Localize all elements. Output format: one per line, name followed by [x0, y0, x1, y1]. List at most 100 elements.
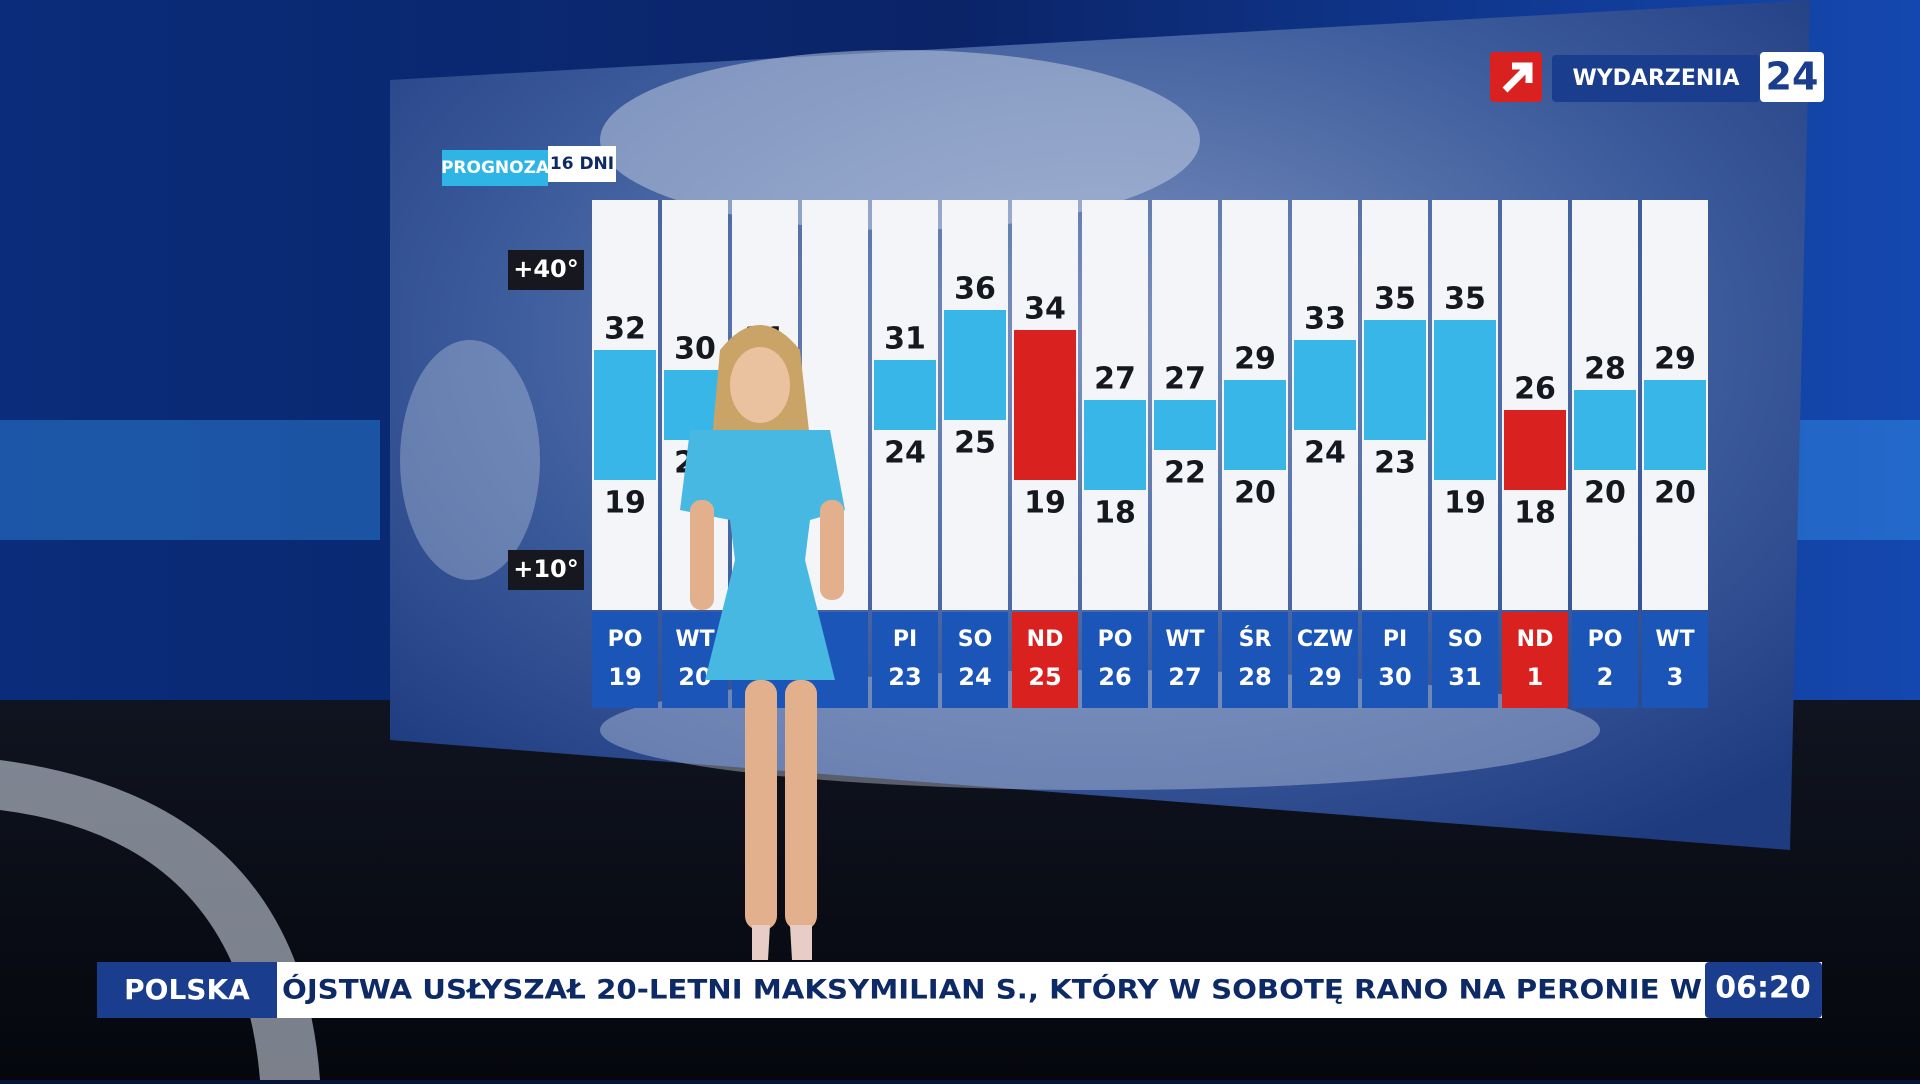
ticker-bar [97, 962, 1822, 1018]
y-tick-label: +40° [513, 255, 579, 283]
low-label: 18 [1094, 496, 1136, 531]
x-tick-date: 28 [1238, 663, 1271, 691]
high-label: 30 [674, 332, 716, 367]
high-label: 28 [1584, 352, 1626, 387]
x-tick-date: 3 [1667, 663, 1684, 691]
range-bar [594, 350, 656, 480]
x-tick-date: 30 [1378, 663, 1411, 691]
high-label: 36 [954, 272, 996, 307]
x-tick-label: PI [893, 627, 917, 652]
x-tick-label: WT [675, 627, 714, 652]
high-label: 34 [1024, 292, 1066, 327]
low-label: 22 [1164, 456, 1206, 491]
badge-text: PROGNOZA [441, 158, 550, 178]
low-label: 18 [1514, 496, 1556, 531]
x-tick-date: 31 [1448, 663, 1481, 691]
x-tick-label: CZW [1297, 627, 1353, 652]
range-bar [1504, 410, 1566, 490]
date-box [1432, 612, 1498, 708]
cloud [600, 50, 1200, 230]
range-bar [1084, 400, 1146, 490]
low-label: 19 [604, 486, 646, 521]
date-box [942, 612, 1008, 708]
low-label: 24 [1304, 436, 1346, 471]
channel-name: WYDARZENIA [1572, 66, 1739, 91]
date-box [1012, 612, 1078, 708]
range-bar [874, 360, 936, 430]
range-bar [1224, 380, 1286, 470]
low-label: 20 [1654, 476, 1696, 511]
ticker-text: ÓJSTWA USŁYSZAŁ 20-LETNI MAKSYMILIAN S.,… [282, 974, 1702, 1006]
date-box [1572, 612, 1638, 708]
date-box [872, 612, 938, 708]
floor-arc [0, 760, 320, 1080]
x-tick-label: PO [608, 627, 643, 652]
cloud [400, 340, 540, 580]
logo-box [1552, 55, 1760, 102]
logo-number-box [1760, 52, 1824, 102]
x-tick-label: WT [1165, 627, 1204, 652]
low-label: 19 [1024, 486, 1066, 521]
badge-box [442, 150, 548, 186]
high-label: 33 [1304, 302, 1346, 337]
range-bar [1364, 320, 1426, 440]
high-label: 27 [1094, 362, 1136, 397]
logo-arrow [1502, 62, 1533, 93]
y-tick-box [508, 250, 584, 290]
badge-text: 16 DNI [550, 154, 614, 174]
high-label: 31 [884, 322, 926, 357]
x-tick-label: PO [1098, 627, 1133, 652]
x-tick-label: SO [958, 627, 993, 652]
x-tick-label: SO [1448, 627, 1483, 652]
low-label: 20 [1234, 476, 1276, 511]
high-label: 29 [1654, 342, 1696, 377]
badge-box [548, 146, 616, 182]
high-label: 26 [1514, 372, 1556, 407]
x-tick-date: 19 [608, 663, 641, 691]
y-tick-box [508, 550, 584, 590]
x-tick-label: PI [1383, 627, 1407, 652]
x-tick-date: 27 [1168, 663, 1201, 691]
channel-number: 24 [1766, 55, 1819, 99]
x-tick-label: ND [1517, 627, 1554, 652]
high-label: 35 [1444, 282, 1486, 317]
date-box [1222, 612, 1288, 708]
x-tick-date: 25 [1028, 663, 1061, 691]
date-box [592, 612, 658, 708]
low-label: 23 [1374, 446, 1416, 481]
low-label: 20 [1584, 476, 1626, 511]
high-label: 27 [1164, 362, 1206, 397]
high-label: 35 [1374, 282, 1416, 317]
date-box [1642, 612, 1708, 708]
range-bar [1294, 340, 1356, 430]
low-label: 25 [954, 426, 996, 461]
y-tick-label: +10° [513, 555, 579, 583]
x-tick-label: WT [1655, 627, 1694, 652]
x-tick-date: 23 [888, 663, 921, 691]
range-bar [1574, 390, 1636, 470]
x-tick-label: ŚR [1239, 626, 1272, 652]
low-label: 19 [1444, 486, 1486, 521]
ticker-time-box [1705, 962, 1822, 1018]
x-tick-date: 2 [1597, 663, 1614, 691]
low-label: 24 [884, 436, 926, 471]
ticker-time: 06:20 [1715, 971, 1811, 1006]
x-tick-date: 29 [1308, 663, 1341, 691]
x-tick-date: 26 [1098, 663, 1131, 691]
ticker-section: POLSKA [124, 973, 250, 1006]
column [1502, 200, 1568, 610]
date-box [1292, 612, 1358, 708]
x-tick-date: 24 [958, 663, 991, 691]
date-box [1152, 612, 1218, 708]
x-tick-date: 1 [1527, 663, 1544, 691]
x-tick-label: ND [1027, 627, 1064, 652]
high-label: 29 [1234, 342, 1276, 377]
range-bar [1434, 320, 1496, 480]
date-box [1502, 612, 1568, 708]
range-bar [1154, 400, 1216, 450]
range-bar [1014, 330, 1076, 480]
presenter [680, 325, 845, 960]
ticker-section-box [97, 962, 277, 1018]
